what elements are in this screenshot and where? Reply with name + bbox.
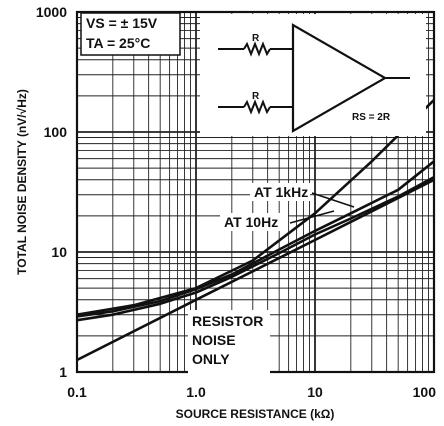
y-tick-label: 100	[44, 124, 68, 140]
tick-labels: 0.1 1.0 10 100 1 10 100 1000	[36, 4, 436, 400]
series-line	[76, 176, 435, 322]
temperature-label: TA = 25°C	[86, 35, 150, 51]
supply-voltage-label: VS = ± 15V	[86, 15, 158, 31]
resistor-bottom-label: R	[252, 91, 260, 102]
y-tick-label: 1000	[36, 4, 67, 20]
y-tick-label: 1	[59, 364, 67, 380]
arrow-1khz	[311, 192, 355, 208]
conditions-box: VS = ± 15V TA = 25°C	[80, 12, 181, 56]
resistor-top-icon	[243, 41, 271, 57]
x-axis-label: SOURCE RESISTANCE (kΩ)	[176, 407, 335, 421]
label-noise: NOISE	[192, 332, 236, 348]
x-tick-label: 10	[307, 384, 323, 400]
arrow-10hz	[289, 210, 335, 224]
series-line	[76, 160, 435, 318]
resistor-bottom-icon	[243, 99, 271, 115]
y-axis-label: TOTAL NOISE DENSITY (nV/√Hz)	[15, 89, 29, 275]
y-tick-label: 10	[51, 244, 67, 260]
source-resistance-label: RS = 2R	[352, 112, 391, 123]
resistor-top-label: R	[252, 33, 260, 44]
x-tick-label: 100	[413, 384, 437, 400]
data-curves	[76, 98, 435, 362]
x-tick-label: 0.1	[67, 384, 87, 400]
label-at-1khz: AT 1kHz	[254, 184, 308, 200]
op-amp-triangle-icon	[291, 23, 388, 133]
label-at-10hz: AT 10Hz	[224, 214, 278, 230]
curve-annotations: AT 1kHz AT 10Hz RESISTOR NOISE ONLY	[188, 183, 355, 374]
inset-schematic: R R RS = 2R	[200, 14, 426, 136]
series-line	[76, 98, 435, 316]
label-resistor: RESISTOR	[192, 313, 263, 329]
x-tick-label: 1.0	[186, 384, 206, 400]
series-line	[76, 178, 435, 362]
label-only: ONLY	[192, 351, 230, 367]
